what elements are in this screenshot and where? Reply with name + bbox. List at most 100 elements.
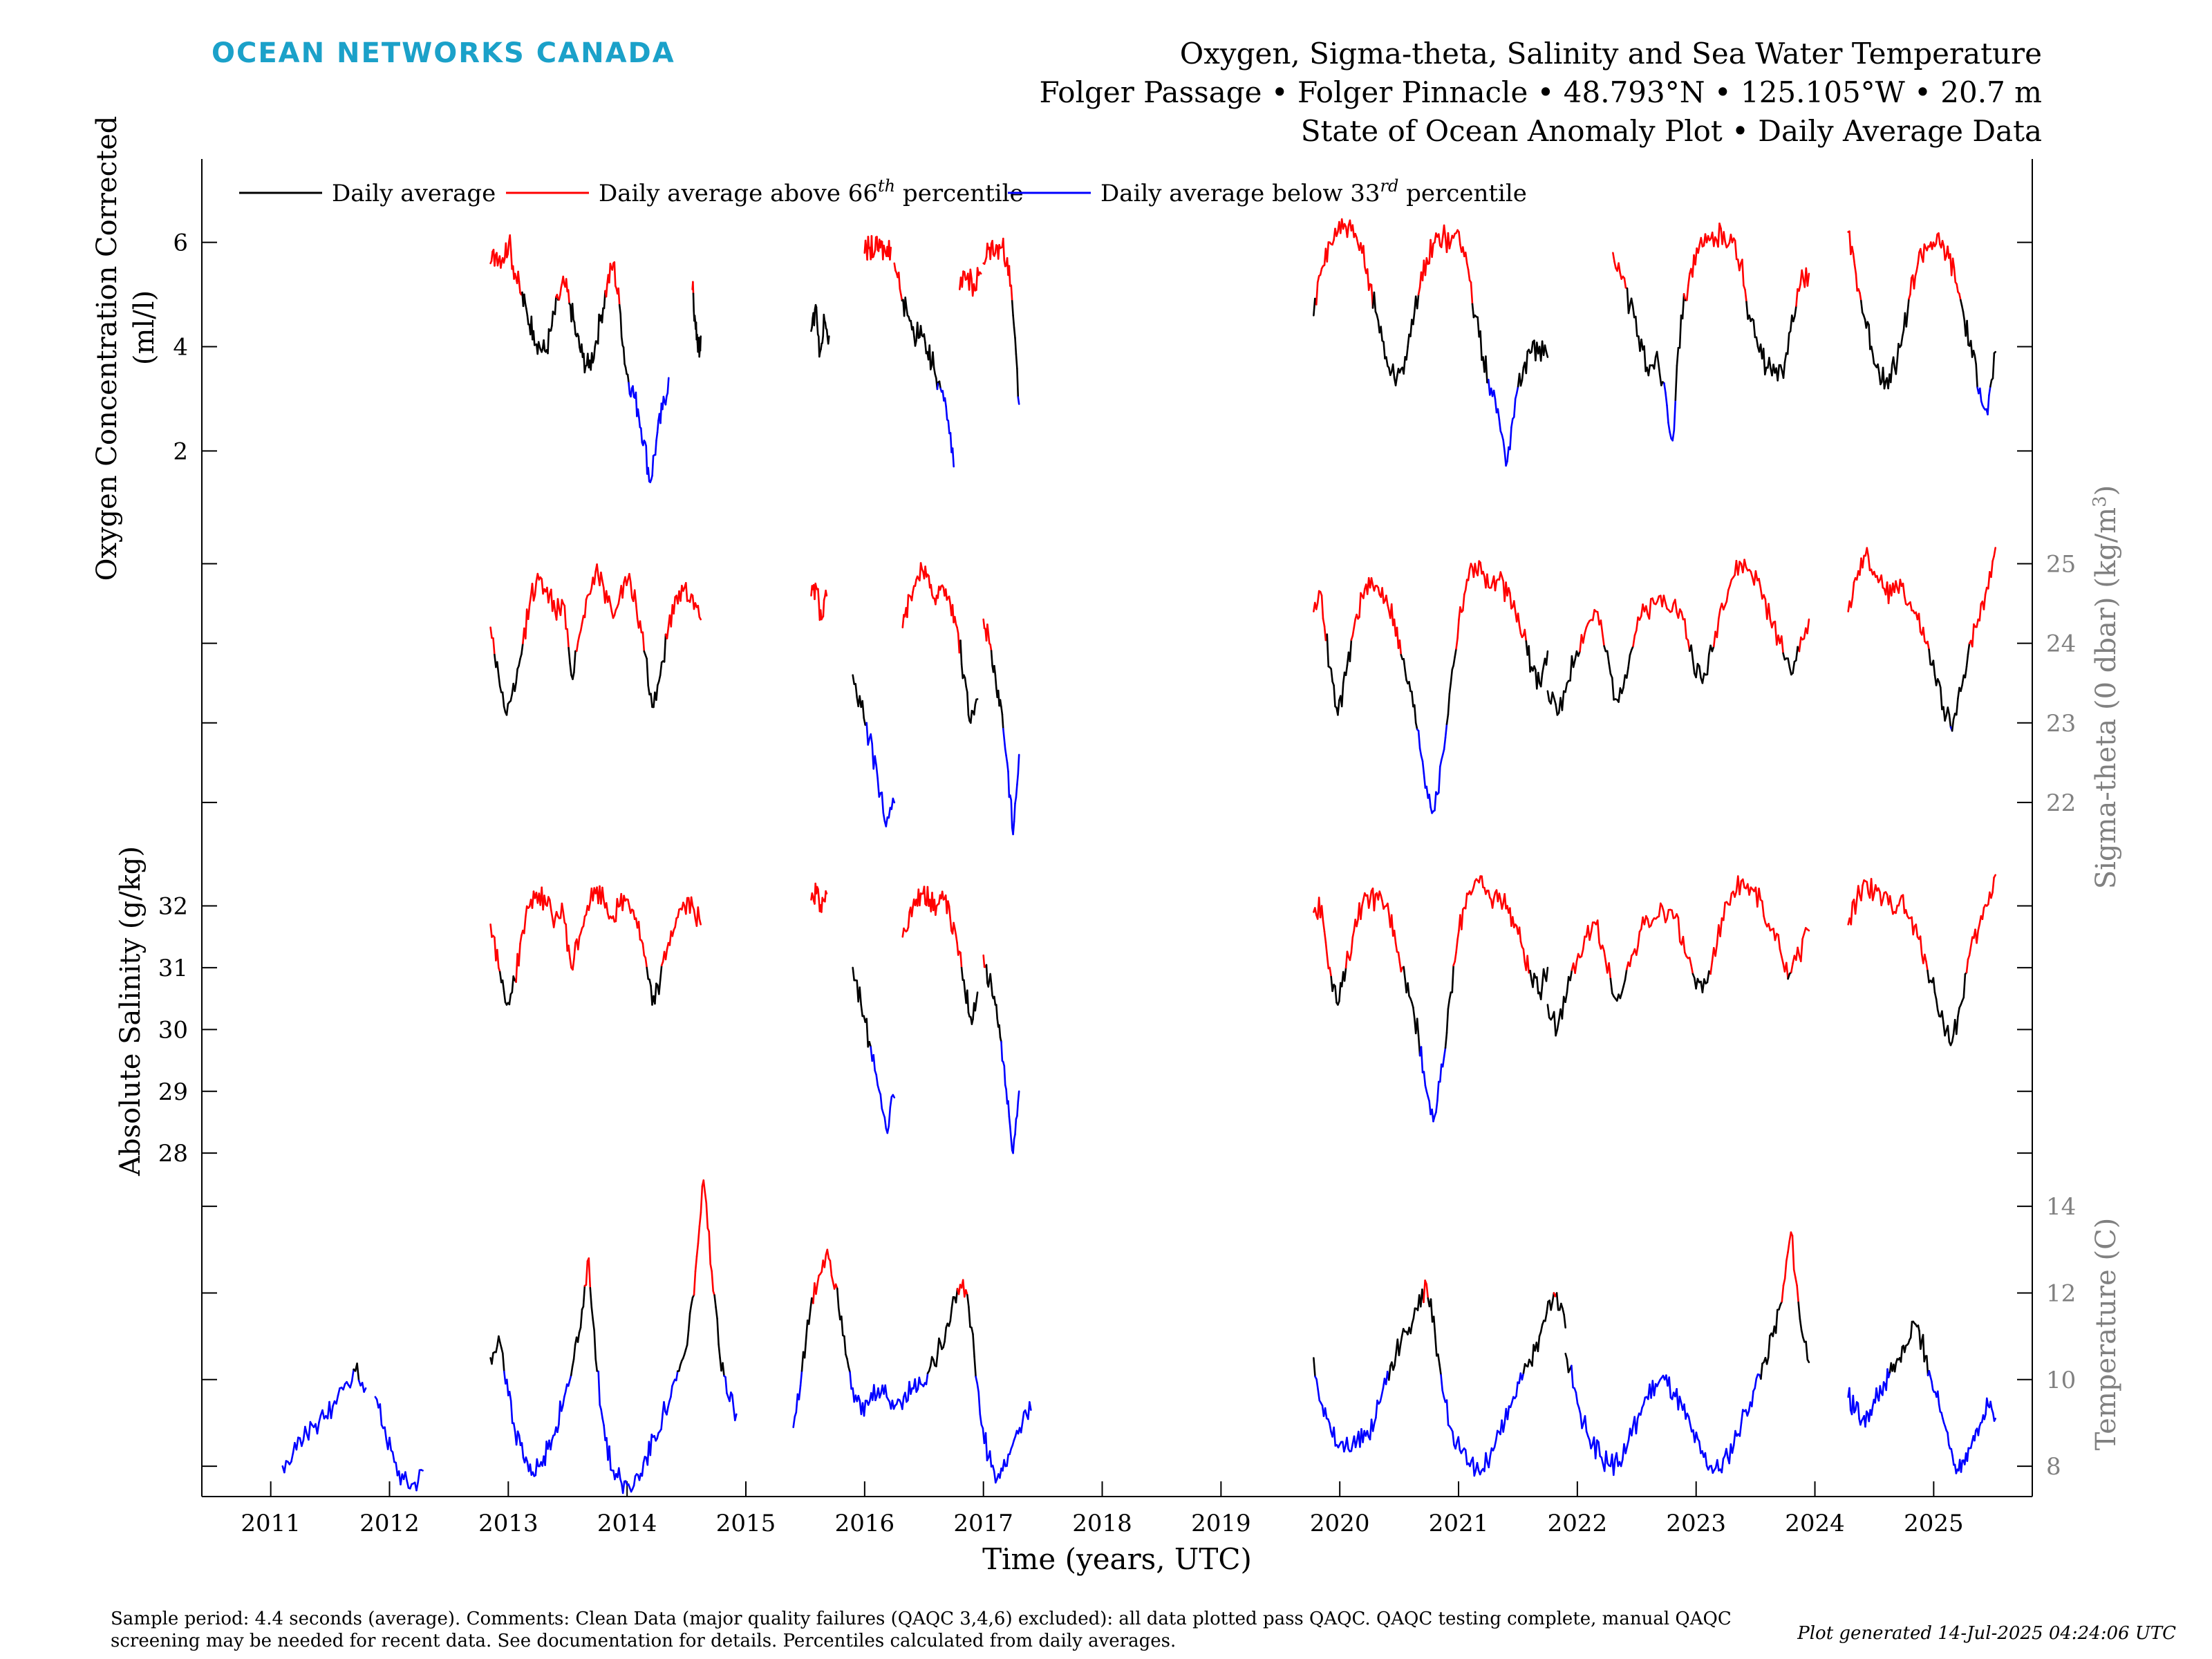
series-line-salinity [892, 1094, 896, 1098]
series-line-temperature [417, 1469, 421, 1483]
series-line-oxygen [1922, 243, 1926, 263]
series-line-oxygen [647, 467, 650, 482]
series-line-sigma [1795, 646, 1799, 662]
series-line-temperature [693, 1270, 697, 1296]
series-line-oxygen [1958, 292, 1962, 301]
series-line-temperature [384, 1426, 388, 1441]
series-line-oxygen [613, 261, 617, 287]
series-line-sigma [1851, 581, 1855, 599]
series-line-sigma [1850, 597, 1854, 608]
series-line-oxygen [1855, 272, 1858, 292]
x-tick-label: 2018 [1072, 1510, 1132, 1537]
series-line-temperature [1544, 1312, 1548, 1322]
series-line-salinity [677, 908, 680, 919]
series-line-sigma [1964, 666, 1968, 679]
series-line-temperature [1926, 1355, 1929, 1376]
series-line-temperature [1597, 1441, 1601, 1457]
series-line-temperature [698, 1212, 702, 1228]
series-line-salinity [985, 964, 988, 984]
series-line-sigma [987, 632, 991, 645]
series-line-salinity [1532, 973, 1535, 988]
series-line-oxygen [1953, 266, 1957, 283]
series-line-sigma [688, 593, 693, 603]
series-line-oxygen [1798, 283, 1801, 292]
series-line-salinity [1912, 925, 1915, 936]
series-line-temperature [509, 1400, 514, 1425]
series-line-oxygen [1852, 252, 1856, 266]
series-line-temperature [716, 1318, 720, 1346]
series-line-sigma [1490, 581, 1494, 589]
series-line-oxygen [1643, 345, 1647, 373]
series-line-sigma [875, 765, 879, 780]
series-line-oxygen [1647, 364, 1651, 377]
series-line-oxygen [1782, 361, 1786, 379]
series-line-oxygen [924, 341, 928, 355]
series-line-sigma [1370, 577, 1374, 586]
series-line-sigma [1572, 658, 1576, 668]
series-line-sigma [1474, 563, 1478, 573]
series-line-temperature [935, 1352, 939, 1367]
series-line-temperature [1738, 1421, 1743, 1437]
series-line-temperature [1966, 1447, 1969, 1462]
series-line-temperature [1928, 1370, 1931, 1378]
series-line-temperature [1653, 1382, 1657, 1396]
series-line-salinity [1993, 874, 1996, 879]
series-line-oxygen [1385, 356, 1389, 367]
series-line-temperature [501, 1352, 505, 1373]
series-line-salinity [582, 915, 586, 927]
series-line-salinity [1481, 875, 1484, 888]
series-line-sigma [1479, 561, 1483, 575]
series-line-sigma [1947, 706, 1951, 716]
series-line-oxygen [645, 444, 648, 475]
series-line-temperature [1785, 1251, 1789, 1262]
series-line-salinity [1542, 968, 1546, 977]
series-line-temperature [1515, 1381, 1519, 1398]
series-line-temperature [841, 1315, 844, 1337]
series-line-oxygen [1988, 386, 1991, 397]
series-line-oxygen [1653, 356, 1657, 370]
series-line-temperature [521, 1442, 525, 1459]
series-line-sigma [1948, 713, 1952, 729]
series-line-sigma [965, 686, 968, 693]
series-line-salinity [1009, 1125, 1013, 1141]
series-line-sigma [1003, 738, 1006, 750]
series-line-sigma [1545, 650, 1549, 666]
y-tick-label-salinity: 32 [158, 892, 188, 920]
series-line-salinity [1701, 978, 1705, 993]
series-line-sigma [1349, 639, 1353, 663]
series-line-oxygen [916, 321, 920, 339]
series-line-temperature [731, 1394, 735, 1409]
series-line-sigma [1001, 713, 1004, 730]
series-line-sigma [1404, 669, 1407, 682]
series-line-oxygen [1470, 281, 1474, 306]
y-tick-label-sigma: 23 [2046, 710, 2076, 738]
series-line-temperature [932, 1358, 936, 1367]
series-line-temperature [641, 1461, 645, 1477]
series-line-salinity [1569, 969, 1573, 982]
series-line-sigma [577, 634, 581, 643]
series-line-oxygen [1909, 276, 1913, 296]
series-line-sigma [865, 722, 869, 746]
series-line-oxygen [699, 335, 702, 352]
series-line-sigma [1993, 547, 1996, 558]
y-tick-label-oxygen: 4 [173, 334, 188, 362]
series-line-salinity [1387, 902, 1390, 915]
series-line-temperature [600, 1408, 603, 1420]
series-line-sigma [1010, 799, 1013, 829]
series-line-oxygen [1627, 303, 1631, 315]
series-line-salinity [1561, 995, 1565, 1020]
series-line-temperature [686, 1329, 690, 1346]
panel-oxygen: 2 4 6 Oxygen Concentration Corrected (ml/l) [91, 116, 2032, 581]
series-line-sigma [1417, 730, 1421, 749]
series-line-salinity [1582, 935, 1586, 950]
series-line-oxygen [1671, 429, 1676, 442]
series-line-oxygen [509, 234, 512, 252]
series-line-sigma [990, 650, 993, 667]
series-line-temperature [1909, 1320, 1913, 1339]
series-line-oxygen [1501, 433, 1504, 442]
series-line-salinity [860, 1004, 863, 1018]
series-line-sigma [1456, 618, 1460, 639]
series-line-sigma [1862, 554, 1865, 569]
series-line-oxygen [1806, 272, 1810, 287]
series-line-temperature [1871, 1405, 1874, 1416]
